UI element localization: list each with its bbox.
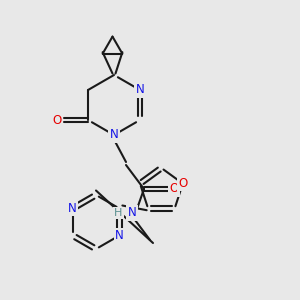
Text: H: H	[114, 208, 123, 218]
Text: N: N	[136, 83, 144, 97]
Text: O: O	[178, 177, 188, 190]
Text: N: N	[115, 229, 124, 242]
Text: N: N	[110, 128, 118, 142]
Text: N: N	[68, 202, 77, 215]
Text: O: O	[169, 182, 178, 196]
Text: N: N	[128, 206, 136, 220]
Text: O: O	[52, 113, 61, 127]
